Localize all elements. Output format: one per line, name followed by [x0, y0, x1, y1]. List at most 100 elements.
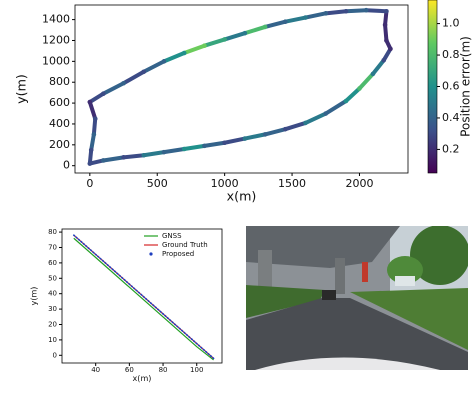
trajectory-point	[141, 69, 147, 75]
legend-swatch	[149, 252, 153, 256]
trajectory-segment	[161, 147, 187, 155]
legend-label: Ground Truth	[162, 241, 208, 249]
trajectory-segment	[383, 22, 389, 43]
y-tick-label: 20	[48, 320, 57, 328]
trajectory-point	[388, 46, 393, 52]
trajectory-segment	[202, 140, 227, 148]
x-tick-label: 1500	[278, 177, 306, 190]
trajectory-point	[382, 22, 388, 28]
trajectory-point	[343, 8, 349, 14]
series-line	[72, 234, 215, 360]
colorbar-tick-label: 0.2	[442, 142, 460, 155]
trajectory-segment	[364, 8, 389, 14]
trajectory-segment	[323, 99, 348, 116]
trajectory-segment	[343, 86, 362, 103]
colorbar-label: Position error(m)	[459, 36, 473, 137]
trajectory-segment	[91, 116, 98, 137]
trajectory-point	[121, 155, 126, 160]
trajectory-segment	[283, 15, 308, 24]
trajectory-point	[88, 147, 94, 153]
trajectory-segment	[283, 120, 308, 132]
trajectory-segment	[222, 136, 247, 145]
y-tick-label: 1400	[42, 13, 70, 26]
trajectory-segment	[182, 43, 207, 55]
trajectory-point	[384, 38, 389, 43]
y-tick-label: 200	[49, 138, 70, 151]
colorbar-tick-label: 0.4	[442, 111, 460, 124]
y-axis-label: y(m)	[30, 287, 39, 306]
trajectory-point	[87, 99, 93, 105]
y-tick-label: 50	[48, 274, 57, 282]
y-tick-label: 30	[48, 305, 57, 313]
trajectory-segment	[161, 51, 187, 64]
trajectory-segment	[182, 143, 207, 151]
trajectory-segment	[370, 58, 386, 76]
x-axis-label: x(m)	[227, 189, 257, 204]
trajectory-segment	[357, 71, 375, 91]
trajectory-point	[242, 136, 248, 141]
trajectory-segment	[343, 8, 369, 14]
trajectory-point	[91, 132, 97, 137]
colorbar	[427, 0, 438, 174]
trajectory-segment	[303, 111, 328, 125]
y-tick-label: 80	[48, 228, 57, 236]
trajectory-point	[181, 50, 187, 56]
trajectory-point	[181, 146, 187, 152]
trajectory-segment	[101, 155, 126, 163]
trajectory-point	[363, 7, 369, 13]
trajectory-point	[370, 71, 376, 77]
trajectory-segment	[141, 59, 166, 74]
trajectory-point	[161, 149, 167, 155]
trajectory-segment	[222, 31, 247, 42]
trajectory-segment	[121, 153, 146, 160]
x-tick-label: 40	[91, 366, 100, 374]
trajectory-segment	[323, 9, 348, 16]
trajectory-point	[161, 59, 167, 64]
y-tick-label: 0	[53, 351, 57, 359]
trajectory-point	[323, 11, 329, 16]
x-axis-label: x(m)	[133, 374, 152, 383]
x-tick-label: 80	[159, 366, 168, 374]
y-tick-label: 800	[49, 75, 70, 88]
trajectory-point	[242, 30, 248, 36]
trajectory-segment	[89, 132, 96, 153]
y-tick-label: 60	[48, 259, 57, 267]
street-photo	[246, 226, 468, 370]
colorbar-tick-label: 0.8	[442, 48, 460, 61]
x-tick-label: 500	[147, 177, 168, 190]
trajectory-point	[262, 132, 268, 137]
x-tick-label: 2000	[345, 177, 373, 190]
plot-frame	[61, 228, 223, 364]
trajectory-segment	[242, 132, 268, 141]
trajectory-segment	[87, 91, 106, 105]
trajectory-point	[101, 158, 106, 163]
trajectory-segment	[121, 69, 146, 86]
trajectory-segment	[141, 150, 166, 158]
trajectory-segment	[242, 24, 268, 36]
trajectory-point	[101, 91, 106, 96]
trajectory-point	[381, 58, 387, 63]
trajectory-segment	[263, 127, 288, 137]
trajectory-point	[283, 19, 288, 24]
trajectory-segment	[101, 81, 126, 96]
x-tick-label: 1000	[211, 177, 239, 190]
trajectory-point	[141, 152, 147, 158]
trajectory-point	[222, 140, 227, 146]
trajectory-segment	[202, 37, 227, 48]
x-tick-label: 60	[125, 366, 134, 374]
trajectory-point	[303, 120, 308, 126]
colorbar-tick-label: 0.6	[442, 80, 460, 93]
trajectory-point	[303, 15, 308, 20]
legend-label: GNSS	[162, 232, 182, 240]
y-tick-label: 600	[49, 96, 70, 109]
legend-label: Proposed	[162, 250, 194, 258]
plot-frame	[74, 4, 409, 174]
trajectory-point	[323, 111, 329, 116]
trajectory-point	[121, 80, 126, 86]
trajectory-point	[202, 143, 207, 149]
series-line	[73, 237, 214, 361]
trajectory-point	[283, 126, 288, 132]
x-tick-label: 0	[86, 177, 93, 190]
trajectory-point	[384, 8, 389, 14]
trajectory-segment	[263, 19, 288, 29]
